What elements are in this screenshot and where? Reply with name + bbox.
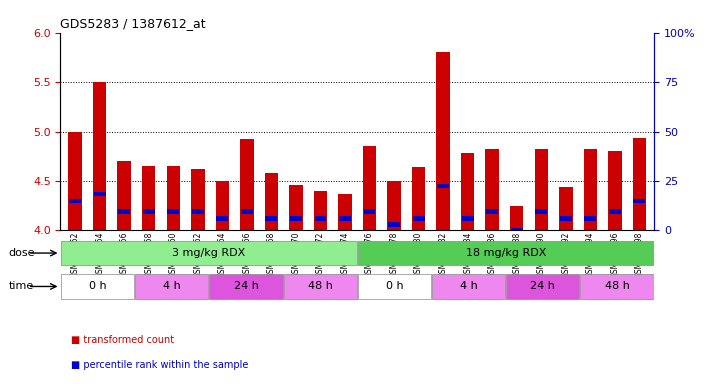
Text: 0 h: 0 h [89, 281, 107, 291]
Text: dose: dose [9, 248, 35, 258]
Bar [69, 199, 81, 203]
Bar [135, 274, 208, 299]
Bar [363, 146, 376, 230]
Text: 48 h: 48 h [308, 281, 333, 291]
Bar [535, 209, 547, 214]
Bar [461, 153, 474, 230]
Bar [216, 216, 228, 221]
Text: ■ transformed count: ■ transformed count [71, 335, 174, 345]
Bar [486, 149, 499, 230]
Bar [289, 185, 303, 230]
Bar [94, 192, 106, 196]
Bar [461, 216, 474, 221]
Bar [510, 228, 523, 233]
Text: 48 h: 48 h [604, 281, 629, 291]
Bar [240, 139, 254, 230]
Bar [506, 274, 579, 299]
Text: 3 mg/kg RDX: 3 mg/kg RDX [172, 248, 245, 258]
Bar [192, 209, 204, 214]
Bar [580, 274, 653, 299]
Bar [609, 209, 621, 214]
Bar [339, 216, 351, 221]
Text: 24 h: 24 h [233, 281, 258, 291]
Bar [363, 209, 375, 214]
Bar [412, 167, 425, 230]
Bar [412, 216, 424, 221]
Bar [117, 161, 131, 230]
Text: ■ percentile rank within the sample: ■ percentile rank within the sample [71, 360, 248, 370]
Text: GDS5283 / 1387612_at: GDS5283 / 1387612_at [60, 17, 206, 30]
Bar [265, 216, 277, 221]
Bar [93, 82, 107, 230]
Bar [358, 241, 653, 265]
Text: 4 h: 4 h [460, 281, 478, 291]
Text: 18 mg/kg RDX: 18 mg/kg RDX [466, 248, 546, 258]
Bar [143, 209, 155, 214]
Bar [264, 173, 278, 230]
Bar [510, 206, 523, 230]
Bar [68, 131, 82, 230]
Bar [560, 216, 572, 221]
Bar [388, 222, 400, 227]
Bar [215, 181, 229, 230]
Text: 0 h: 0 h [385, 281, 403, 291]
Bar [437, 53, 450, 230]
Bar [634, 199, 646, 203]
Bar [241, 209, 253, 214]
Bar [118, 209, 130, 214]
Bar [338, 194, 352, 230]
Bar [486, 209, 498, 214]
Bar [290, 216, 302, 221]
Bar [314, 191, 327, 230]
Bar [191, 169, 205, 230]
Bar [314, 216, 326, 221]
Bar [61, 274, 134, 299]
Bar [633, 139, 646, 230]
Bar [358, 274, 431, 299]
Bar [61, 241, 357, 265]
Text: 24 h: 24 h [530, 281, 555, 291]
Bar [584, 149, 597, 230]
Bar [437, 184, 449, 188]
Bar [387, 181, 401, 230]
Bar [142, 166, 156, 230]
Bar [535, 149, 548, 230]
Text: time: time [9, 281, 34, 291]
Bar [608, 151, 621, 230]
Bar [559, 187, 572, 230]
Bar [209, 274, 282, 299]
Text: 4 h: 4 h [163, 281, 181, 291]
Bar [584, 216, 597, 221]
Bar [166, 166, 180, 230]
Bar [284, 274, 357, 299]
Bar [432, 274, 506, 299]
Bar [167, 209, 179, 214]
